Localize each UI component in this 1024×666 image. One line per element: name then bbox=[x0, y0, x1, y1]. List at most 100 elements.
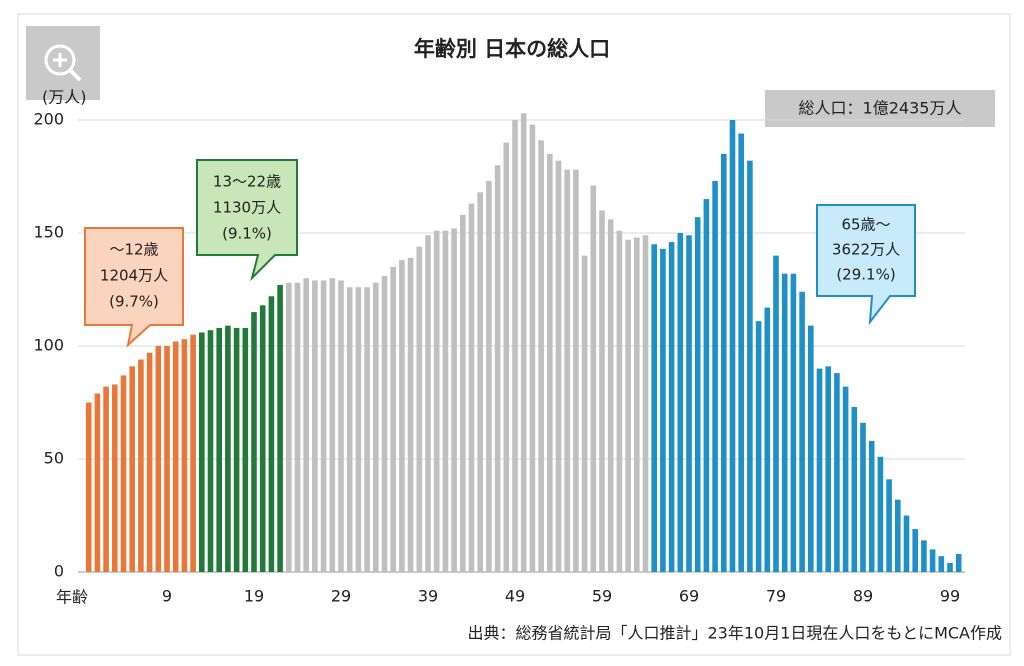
y-tick-label: 200 bbox=[33, 110, 64, 129]
bar bbox=[138, 359, 144, 572]
bar bbox=[442, 230, 449, 573]
bar bbox=[816, 368, 823, 572]
bar bbox=[686, 235, 692, 572]
y-tick-label: 0 bbox=[54, 562, 64, 581]
bar bbox=[755, 321, 762, 572]
bar bbox=[520, 113, 527, 572]
x-tick-label: 59 bbox=[592, 587, 612, 606]
bar bbox=[947, 562, 953, 572]
bar bbox=[764, 307, 771, 572]
bar bbox=[164, 346, 170, 572]
plot: 0 50 100 150 200 9 19 29 39 49 59 69 79 89 99 bbox=[33, 110, 965, 606]
bar bbox=[642, 235, 649, 572]
callout-box bbox=[196, 159, 298, 282]
x-tick-label: 99 bbox=[940, 587, 960, 606]
zoom-icon bbox=[68, 68, 82, 82]
callout-text: (9.1%) bbox=[222, 225, 272, 243]
bar bbox=[503, 142, 510, 572]
bar bbox=[329, 278, 336, 572]
bar bbox=[277, 284, 283, 572]
bar bbox=[877, 456, 884, 572]
x-tick-label: 79 bbox=[766, 587, 786, 606]
bar bbox=[373, 282, 379, 572]
bar bbox=[860, 422, 866, 572]
bar bbox=[868, 440, 875, 572]
bar bbox=[381, 275, 388, 572]
x-tick-label: 39 bbox=[418, 587, 438, 606]
bar bbox=[607, 219, 614, 572]
zoom-icon bbox=[44, 44, 76, 76]
bar bbox=[155, 346, 162, 572]
callout-text: 65歳～ bbox=[841, 216, 890, 234]
x-tick-label: 9 bbox=[162, 587, 172, 606]
bar bbox=[294, 282, 301, 572]
bar bbox=[120, 375, 127, 572]
bar bbox=[851, 407, 858, 572]
bar bbox=[712, 181, 718, 572]
callout-text: 3622万人 bbox=[832, 241, 900, 259]
bar bbox=[468, 203, 475, 572]
bar bbox=[416, 246, 423, 572]
bar bbox=[251, 312, 257, 572]
callout: 65歳～ 3622万人 (29.1%) bbox=[816, 204, 916, 326]
bar bbox=[112, 384, 118, 572]
bar bbox=[529, 124, 536, 573]
bar bbox=[312, 280, 318, 572]
bar bbox=[886, 479, 892, 572]
bar bbox=[660, 248, 666, 572]
bar bbox=[825, 366, 831, 572]
bar bbox=[103, 386, 109, 572]
bar bbox=[355, 287, 362, 572]
callout-text: (9.7%) bbox=[109, 293, 159, 311]
x-tick-label: 89 bbox=[853, 587, 873, 606]
bar bbox=[721, 153, 727, 572]
bar bbox=[773, 255, 779, 572]
y-tick-label: 50 bbox=[44, 449, 64, 468]
bar bbox=[729, 120, 736, 572]
y-tick-label: 100 bbox=[33, 336, 64, 355]
bar bbox=[625, 239, 631, 572]
bar bbox=[834, 373, 840, 572]
bar bbox=[181, 339, 188, 572]
bar bbox=[573, 169, 579, 572]
bar bbox=[903, 515, 910, 572]
bar bbox=[842, 386, 849, 572]
x-tick-label: 69 bbox=[679, 587, 699, 606]
chart-title: 年齢別 日本の総人口 bbox=[414, 37, 610, 61]
bar bbox=[703, 199, 710, 572]
callout-text: 13～22歳 bbox=[213, 173, 281, 191]
bar bbox=[303, 278, 309, 572]
bar bbox=[921, 540, 927, 572]
bar bbox=[346, 287, 353, 572]
bar bbox=[564, 169, 570, 572]
bar bbox=[425, 235, 431, 572]
bar bbox=[94, 393, 101, 572]
callout-text: ～12歳 bbox=[109, 241, 158, 259]
bar bbox=[590, 185, 597, 573]
bar bbox=[651, 244, 657, 573]
source: 出典：総務省統計局「人口推計」23年10月1日現在人口をもとにMCA作成 bbox=[467, 624, 1002, 643]
total-box bbox=[765, 90, 995, 127]
callout-box bbox=[84, 227, 184, 348]
bar bbox=[738, 133, 744, 572]
bar bbox=[694, 217, 701, 572]
bar bbox=[895, 499, 901, 572]
bar bbox=[747, 160, 753, 572]
bar bbox=[547, 153, 553, 572]
x-tick-label: 29 bbox=[331, 587, 351, 606]
bar bbox=[390, 266, 396, 572]
bar bbox=[538, 140, 544, 572]
zoom-button[interactable] bbox=[26, 26, 100, 100]
bar bbox=[799, 291, 805, 572]
y-axis-label: (万人) bbox=[42, 88, 87, 107]
x-tick-label: 19 bbox=[244, 587, 264, 606]
bar bbox=[616, 230, 623, 573]
bar bbox=[172, 341, 179, 572]
bar bbox=[259, 305, 266, 572]
bar bbox=[634, 237, 640, 572]
bar bbox=[451, 228, 457, 573]
bar bbox=[268, 296, 275, 572]
bar bbox=[407, 257, 414, 572]
callout-text: 1130万人 bbox=[213, 199, 281, 217]
bar bbox=[790, 273, 797, 572]
